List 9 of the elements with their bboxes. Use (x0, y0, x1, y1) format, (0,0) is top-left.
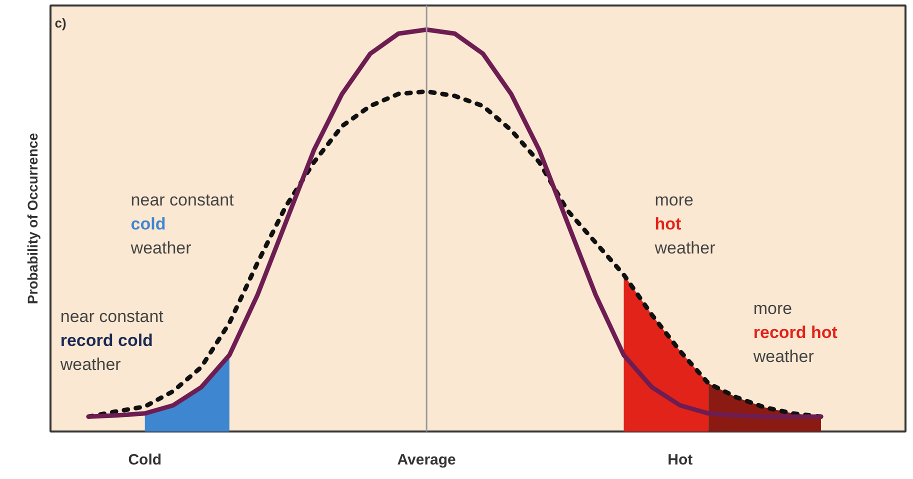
annotation: more record hot weather (752, 298, 838, 366)
annotation: near constant cold weather (130, 190, 234, 258)
text: c) (54, 16, 66, 31)
x-tick-label: Hot (668, 452, 693, 468)
annotation: near constant record cold weather (59, 306, 164, 374)
x-tick-label: Cold (128, 452, 162, 468)
x-tick-label: Average (397, 452, 456, 468)
y-axis-title: Probability of Occurrence (24, 132, 40, 304)
annotation: more hot weather (654, 190, 716, 258)
